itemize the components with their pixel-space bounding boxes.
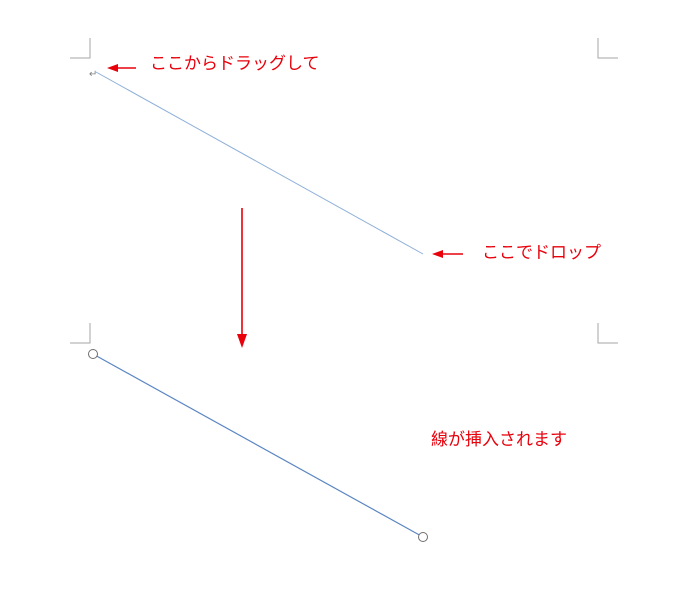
margin-corner-top-left	[70, 38, 91, 59]
paragraph-mark-icon: ↵	[89, 69, 97, 80]
margin-corner-top-right	[597, 38, 618, 59]
annotation-drag-start: ここからドラッグして	[150, 54, 320, 74]
inserted-line[interactable]	[92, 353, 424, 538]
left-arrow-icon	[107, 64, 136, 72]
line-drag-preview	[95, 71, 424, 255]
down-arrow-icon	[237, 208, 247, 348]
annotation-line-inserted: 線が挿入されます	[431, 430, 567, 450]
circle-handle-icon[interactable]	[88, 349, 98, 359]
annotation-drop-point: ここでドロップ	[482, 243, 601, 263]
margin-corner-bottom-right	[597, 323, 618, 344]
margin-corner-bottom-left	[70, 323, 91, 344]
left-arrow-icon	[432, 250, 463, 258]
circle-handle-icon[interactable]	[418, 532, 428, 542]
